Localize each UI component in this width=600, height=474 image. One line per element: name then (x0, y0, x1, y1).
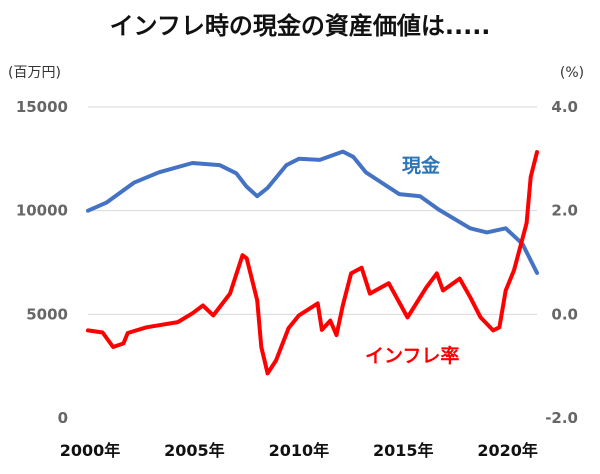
right-axis-unit: (%) (560, 65, 584, 81)
series-line-cash (86, 149, 539, 275)
right-tick-label: 2.0 (551, 202, 578, 220)
right-tick-label: 4.0 (551, 98, 578, 116)
left-tick-label: 15000 (16, 98, 68, 116)
x-tick-label: 2015年 (373, 441, 434, 460)
x-tick-label: 2020年 (477, 441, 538, 460)
right-tick-label: 0.0 (551, 305, 578, 323)
series-label-inflation: インフレ率 (365, 344, 459, 367)
left-axis-unit: (百万円) (8, 65, 61, 81)
left-tick-label: 10000 (16, 202, 68, 220)
series-line-inflation (86, 150, 539, 376)
x-tick-label: 2005年 (164, 441, 225, 460)
series-label-cash: 現金 (402, 154, 441, 177)
left-tick-label: 5000 (26, 305, 68, 323)
right-tick-label: -2.0 (545, 409, 578, 427)
x-tick-label: 2000年 (60, 441, 121, 460)
chart-title: インフレ時の現金の資産価値は..... (110, 12, 491, 40)
left-tick-label: 0 (58, 409, 68, 427)
x-tick-label: 2010年 (269, 441, 330, 460)
